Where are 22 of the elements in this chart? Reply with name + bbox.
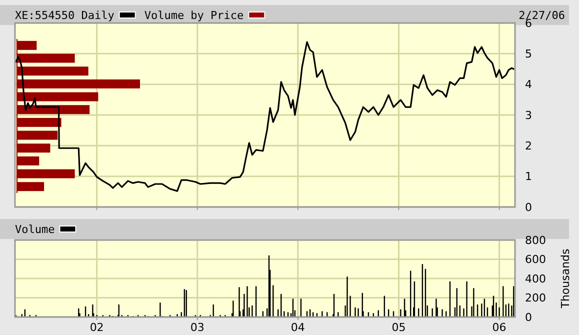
legend-label: Volume <box>15 222 55 236</box>
y-tick-label: 0 <box>525 200 532 214</box>
x-tick-label: 06 <box>492 321 506 334</box>
y-axis-title: Thousands <box>559 248 572 310</box>
y-tick-label: 3 <box>525 108 532 122</box>
y-tick-label: 600 <box>525 253 546 266</box>
y-tick-label: 0 <box>525 310 532 324</box>
x-tick-label: 02 <box>90 321 104 334</box>
y-tick-label: 200 <box>525 292 546 305</box>
y-tick-label: 6 <box>525 16 532 30</box>
y-tick-label: 1 <box>525 170 532 184</box>
y-tick-label: 2 <box>525 140 532 153</box>
chart-title: XE:554550 <box>15 8 75 22</box>
x-tick-label: 04 <box>290 321 305 334</box>
y-tick-label: 400 <box>525 272 546 286</box>
y-tick-label: 800 <box>525 234 546 247</box>
legend-label: Daily <box>81 8 115 22</box>
y-tick-label: 4 <box>525 78 532 92</box>
legend-label: Volume by Price <box>144 8 244 22</box>
x-tick-label: 05 <box>392 321 406 334</box>
y-tick-label: 5 <box>525 48 532 61</box>
x-tick-label: 03 <box>190 321 204 334</box>
